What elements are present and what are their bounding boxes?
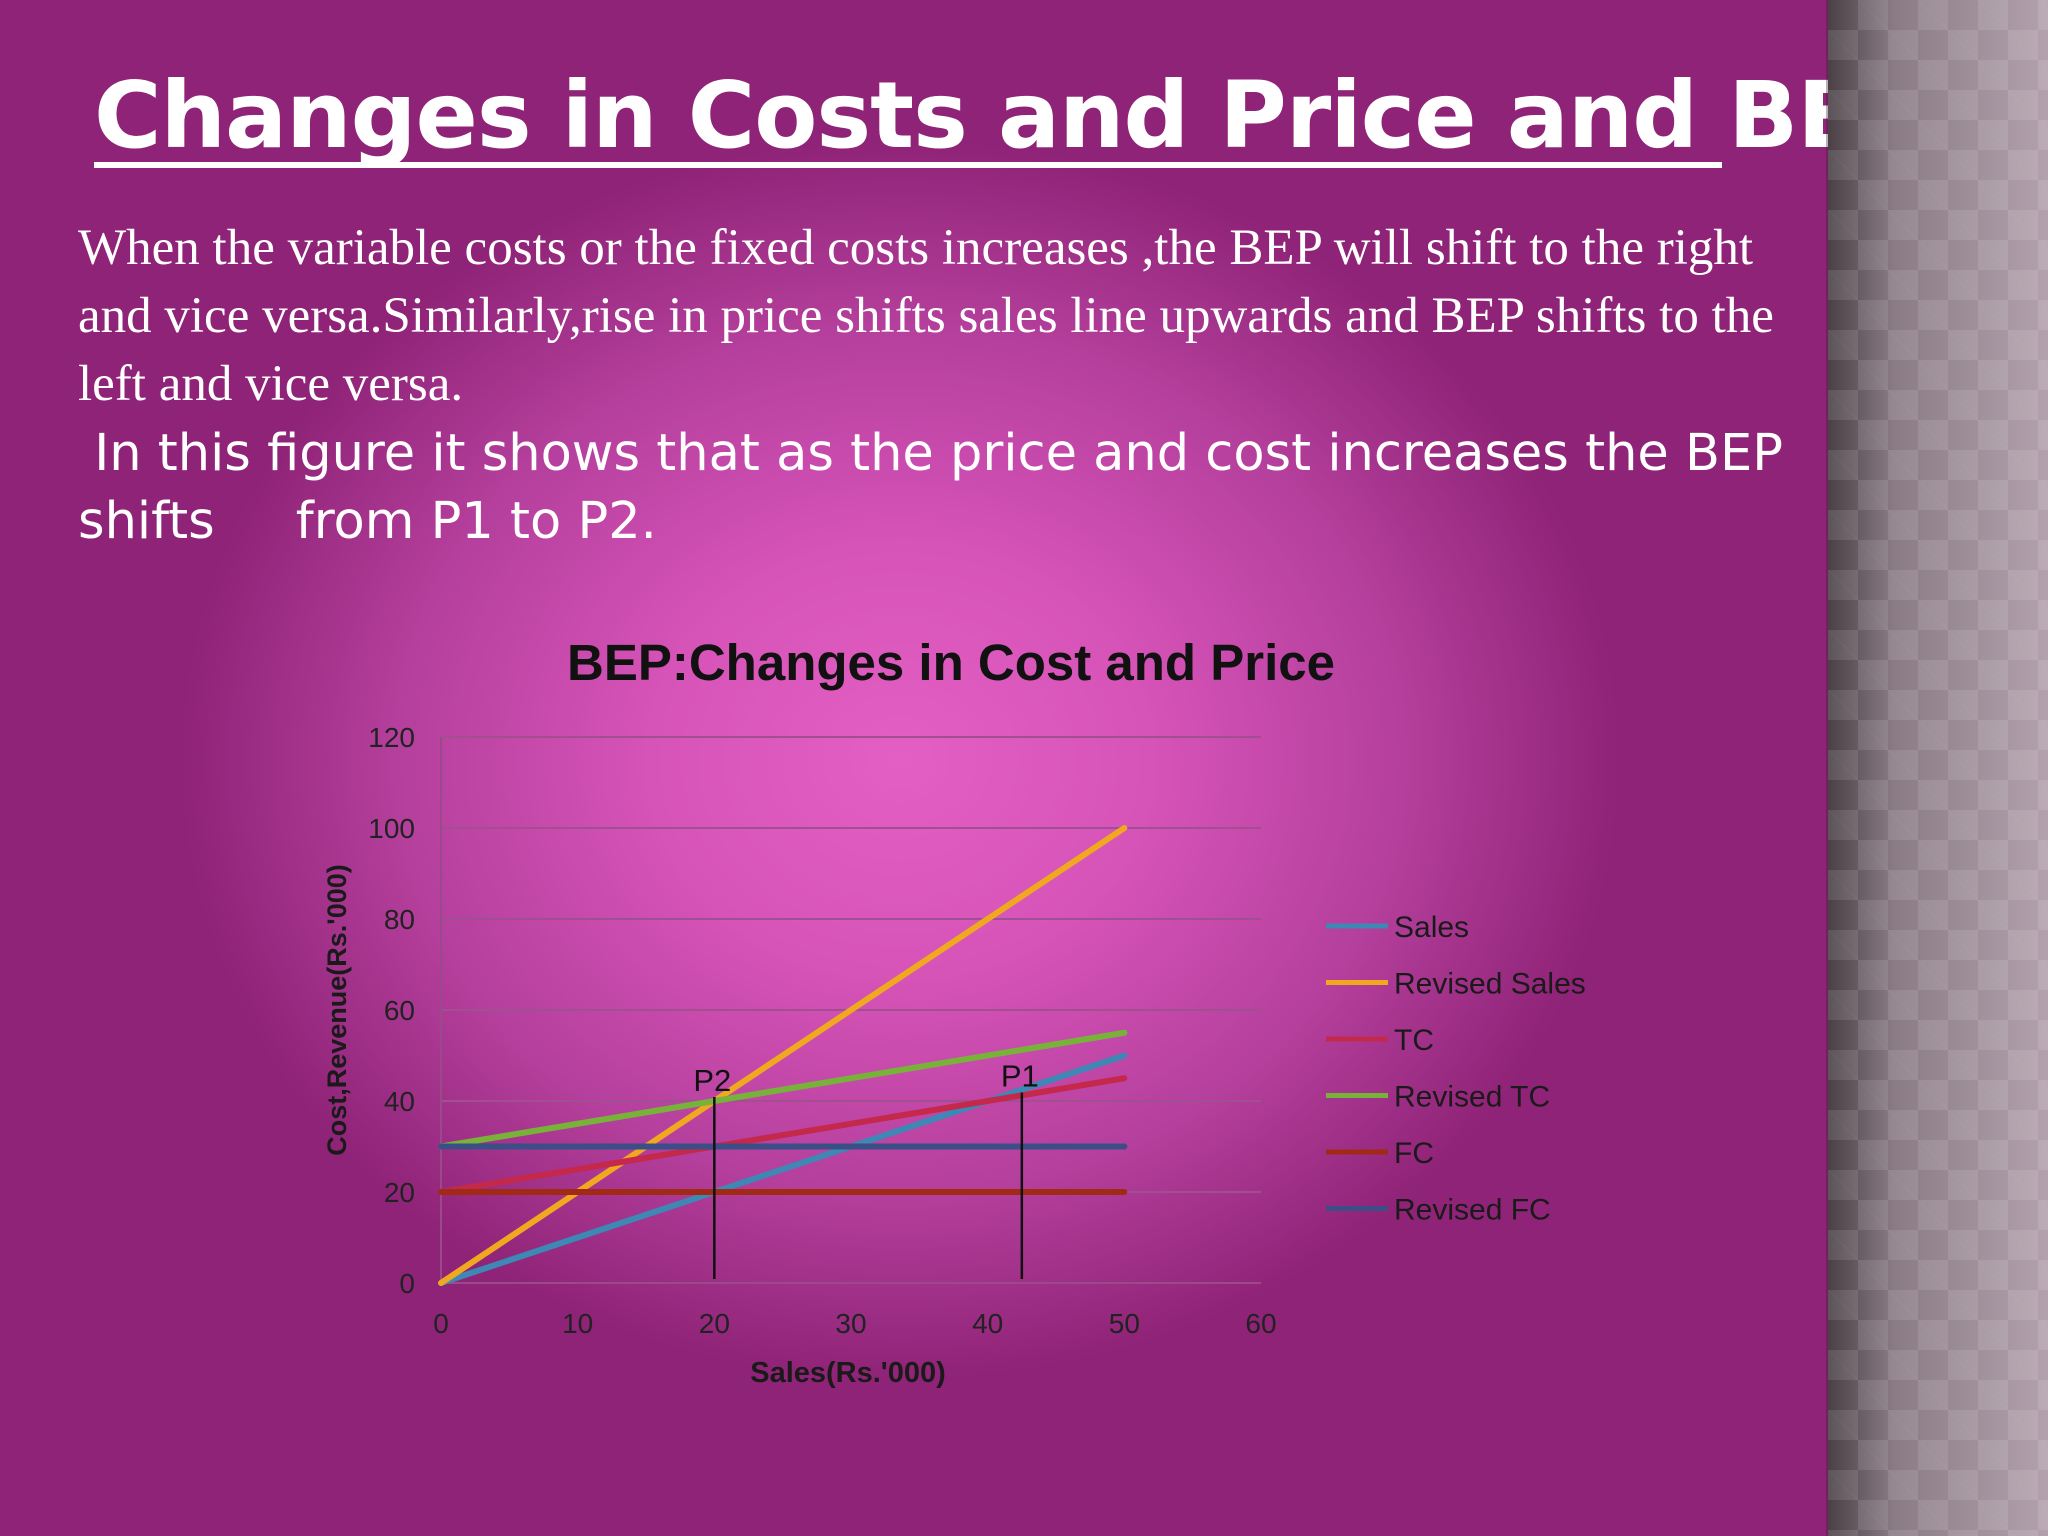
y-tick-label: 120 bbox=[368, 722, 415, 753]
y-tick-label: 100 bbox=[368, 813, 415, 844]
x-tick-label: 60 bbox=[1245, 1308, 1276, 1339]
x-tick-label: 40 bbox=[972, 1308, 1003, 1339]
decorative-side-panel bbox=[1828, 0, 2048, 1536]
body-paragraph-1: When the variable costs or the fixed cos… bbox=[78, 220, 1774, 412]
x-tick-label: 10 bbox=[562, 1308, 593, 1339]
series-line-revised-sales bbox=[438, 825, 1128, 1286]
series-line-tc bbox=[438, 1075, 1128, 1195]
series-line-sales bbox=[438, 1052, 1128, 1286]
series-lines bbox=[438, 825, 1128, 1286]
x-tick-label: 30 bbox=[835, 1308, 866, 1339]
y-tick-label: 60 bbox=[384, 995, 415, 1026]
legend-entry-revised-fc: Revised FC bbox=[1394, 1194, 1551, 1227]
x-tick-label: 20 bbox=[699, 1308, 730, 1339]
y-tick-label: 20 bbox=[384, 1177, 415, 1208]
legend-entry-revised-sales: Revised Sales bbox=[1394, 968, 1586, 1001]
legend-entry-revised-tc: Revised TC bbox=[1394, 1081, 1550, 1114]
chart-svg: BEP:Changes in Cost and Price 0 20 40 60 80 1… bbox=[322, 634, 1586, 1389]
legend-entry-sales: Sales bbox=[1394, 911, 1469, 944]
body-paragraph-2: In this figure it shows that as the pric… bbox=[78, 424, 1800, 551]
y-tick-label: 40 bbox=[384, 1086, 415, 1117]
y-axis-label: Cost,Revenue(Rs.'000) bbox=[322, 864, 352, 1156]
x-tick-label: 50 bbox=[1109, 1308, 1140, 1339]
bep-label-p2: P2 bbox=[693, 1063, 731, 1098]
legend: Sales Revised Sales TC Revised TC FC Revised … bbox=[1326, 911, 1586, 1227]
series-line-revised-tc bbox=[438, 1029, 1128, 1150]
chart-title: BEP:Changes in Cost and Price bbox=[567, 634, 1335, 691]
x-tick-label: 0 bbox=[433, 1308, 449, 1339]
y-tick-label: 0 bbox=[399, 1268, 415, 1299]
title-underline bbox=[94, 162, 1722, 168]
axes: 0 20 40 60 80 100 120 0 10 20 30 40 50 60 bbox=[368, 722, 1276, 1339]
bep-chart: BEP:Changes in Cost and Price 0 20 40 60 80 1… bbox=[322, 634, 1586, 1389]
x-axis-label: Sales(Rs.'000) bbox=[750, 1357, 946, 1389]
slide: Changes in Costs and Price and BEP When … bbox=[0, 0, 1828, 1536]
annotations: P2 P1 bbox=[693, 1058, 1039, 1279]
slide-title: Changes in Costs and Price and BEP bbox=[94, 62, 1828, 169]
legend-entry-tc: TC bbox=[1394, 1024, 1434, 1057]
legend-entry-fc: FC bbox=[1394, 1137, 1434, 1170]
y-tick-label: 80 bbox=[384, 904, 415, 935]
bep-label-p1: P1 bbox=[1001, 1058, 1039, 1093]
